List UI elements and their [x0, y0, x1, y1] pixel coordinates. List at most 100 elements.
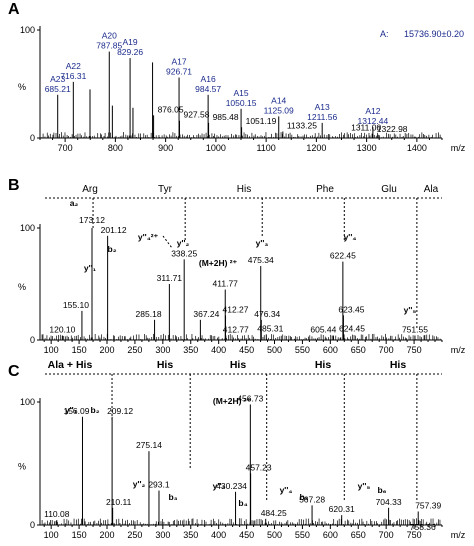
ion-label: y''₃ — [213, 481, 226, 491]
panel-a: A 0 100% 700 800 900 1000 1100 1200 1300 1400 m/z — [8, 1, 466, 153]
peak-label: 567.28 — [299, 494, 325, 504]
ion-label: b₄ — [238, 498, 247, 508]
sequence-residue: Ala + His — [48, 359, 93, 371]
x-tick-label: 300 — [155, 345, 170, 355]
x-tick-label: 750 — [407, 530, 422, 540]
peak-label: 758.36 — [410, 522, 436, 532]
mass-annotation-value: 15736.90±0.20 — [404, 29, 464, 39]
peak-label: 293.1 — [148, 480, 170, 490]
peak-label: 484.25 — [261, 508, 287, 518]
peak-label: 622.45 — [330, 251, 356, 261]
x-tick-label: 350 — [183, 345, 198, 355]
peak-label: 1322.98 — [377, 124, 408, 134]
y-tick-label: 100 — [20, 223, 35, 233]
panel-c: C 0 100% 100 150 200 250 300 350 400 450 500 550 600 6… — [8, 363, 466, 540]
sequence-residue: His — [157, 359, 174, 371]
x-tick-label: 700 — [58, 143, 73, 153]
sequence-residue: His — [230, 359, 247, 371]
peak-label: 476.34 — [254, 309, 280, 319]
peak-label: 412.77 — [223, 325, 249, 335]
panel-letter: B — [8, 177, 20, 194]
x-unit-label: m/z — [451, 143, 466, 153]
panel-letter: C — [8, 363, 20, 380]
x-tick-label: 400 — [211, 345, 226, 355]
peak-label: 1125.09 — [264, 105, 294, 115]
sequence-residue: Phe — [316, 184, 334, 195]
peak-label: 716.31 — [60, 71, 86, 81]
peak-label: 173.12 — [79, 215, 105, 225]
x-tick-label: 900 — [158, 143, 173, 153]
x-tick-label: 700 — [379, 530, 394, 540]
panel-letter: A — [8, 1, 20, 18]
peak-label: 156.09 — [63, 406, 89, 416]
peak-label: 475.34 — [248, 255, 274, 265]
peak-label: 829.26 — [117, 47, 143, 57]
peak-label: 110.08 — [44, 509, 70, 519]
peak-label: A20 — [102, 31, 117, 41]
peak-label: 620.31 — [329, 504, 355, 514]
peak-label: 624.45 — [339, 323, 365, 333]
x-tick-label: 350 — [183, 530, 198, 540]
ion-label: y''₄ — [280, 485, 293, 495]
x-tick-label: 300 — [155, 530, 170, 540]
ion-label: b₂ — [91, 405, 100, 415]
ion-label: b₂ — [108, 244, 117, 254]
x-tick-label: 800 — [108, 143, 123, 153]
sequence-residue: Arg — [82, 184, 98, 195]
ion-label: b₃ — [168, 492, 177, 502]
peak-label: 1051.19 — [246, 116, 277, 126]
y-tick-label: 100 — [20, 25, 35, 35]
y-tick-label: 0 — [30, 335, 35, 345]
peak-label: 412.27 — [223, 304, 249, 314]
x-tick-label: 450 — [239, 345, 254, 355]
ion-leader — [162, 235, 173, 249]
ion-label: b₅ — [299, 492, 308, 502]
ion-label: y''₁ — [65, 405, 78, 415]
peak-label: 751.55 — [402, 325, 428, 335]
peak-label: 1312.44 — [358, 116, 389, 126]
x-tick-label: 700 — [379, 345, 394, 355]
peak-label: 456.73 — [237, 393, 263, 403]
peak-label: 605.44 — [310, 325, 336, 335]
sequence-residue: Glu — [381, 184, 397, 195]
x-tick-label: 400 — [211, 530, 226, 540]
peak-label: A13 — [315, 102, 330, 112]
ion-label: y''₄²⁺ — [138, 232, 159, 242]
x-tick-label: 150 — [72, 345, 87, 355]
x-tick-label: 1300 — [357, 143, 377, 153]
ion-label: (M+2H) ²⁺ — [213, 396, 252, 406]
peak-label: 787.85 — [96, 41, 122, 51]
y-unit-label: % — [18, 462, 26, 472]
x-tick-label: 500 — [267, 530, 282, 540]
x-tick-label: 100 — [44, 345, 59, 355]
peak-label: 926.71 — [166, 67, 192, 77]
sequence-residue: Tyr — [158, 184, 173, 195]
peak-label: 685.21 — [45, 84, 71, 94]
peak-label: 485.31 — [257, 323, 283, 333]
x-tick-label: 1000 — [206, 143, 226, 153]
panel-b: B 0 100% 100 150 200 250 300 350 400 450 500 550 600 6… — [8, 177, 466, 355]
peak-label: 1311.00 — [351, 123, 381, 133]
y-tick-label: 0 — [30, 520, 35, 530]
y-unit-label: % — [18, 282, 26, 292]
peak-label: 1211.56 — [307, 112, 337, 122]
y-tick-label: 0 — [30, 133, 35, 143]
x-tick-label: 750 — [407, 345, 422, 355]
ion-label: y''₂ — [177, 238, 190, 248]
peak-label: 457.23 — [246, 462, 272, 472]
x-tick-label: 500 — [267, 345, 282, 355]
x-tick-label: 650 — [351, 530, 366, 540]
x-tick-label: 550 — [295, 345, 310, 355]
peak-label: 1050.15 — [226, 98, 257, 108]
peak-label: 120.10 — [49, 325, 75, 335]
ion-label: y''₃ — [256, 238, 269, 248]
peak-label: A17 — [171, 57, 186, 67]
peak-label: A22 — [66, 61, 81, 71]
ion-label: y''₅ — [404, 305, 417, 315]
ion-label: b₆ — [377, 485, 386, 495]
x-tick-label: 1100 — [256, 143, 275, 153]
peak-label: 201.12 — [101, 225, 127, 235]
peak-label: 927.58 — [183, 110, 209, 120]
peak-label: 411.77 — [213, 279, 239, 289]
ion-label: y''₄ — [344, 232, 357, 242]
